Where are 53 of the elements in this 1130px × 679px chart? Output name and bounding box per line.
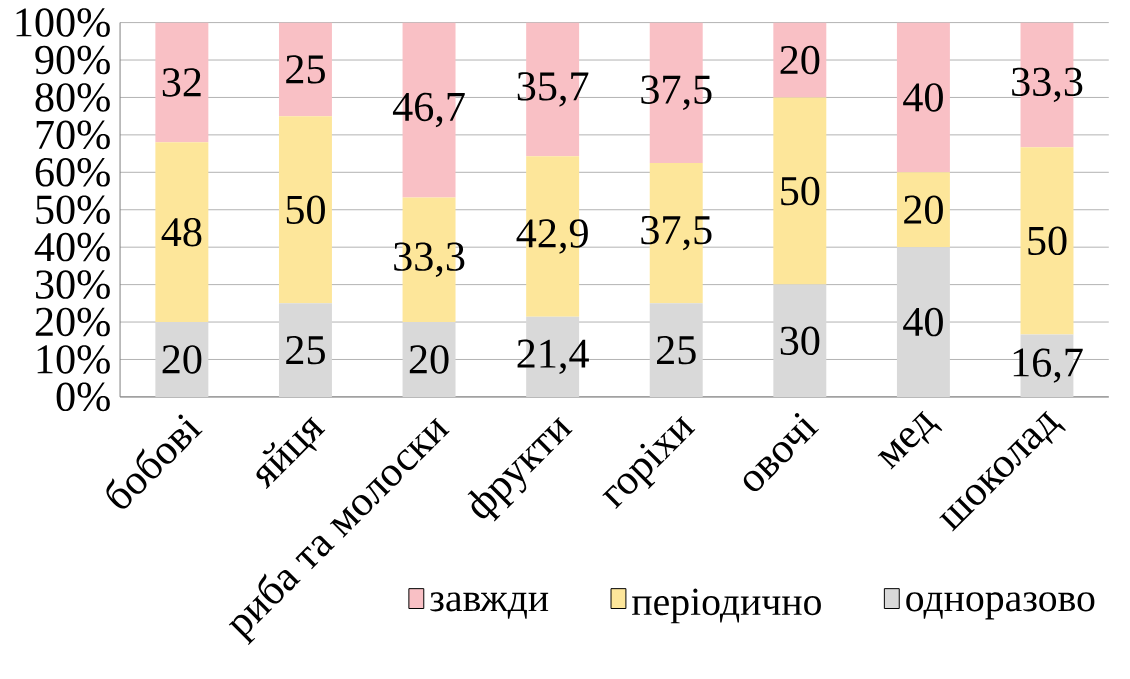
data-label: 25 <box>286 54 325 84</box>
data-label: 42,9 <box>516 219 588 254</box>
bar <box>896 172 950 247</box>
bar <box>155 142 209 322</box>
bar <box>896 246 950 397</box>
data-label: 40 <box>903 83 943 112</box>
data-label: 16,7 <box>1013 348 1083 383</box>
data-label: 40 <box>903 307 943 337</box>
data-label: 37,5 <box>641 75 712 110</box>
y-tick-label: 50% <box>36 195 110 224</box>
data-label: 20 <box>780 45 820 75</box>
data-label: 30 <box>780 326 820 355</box>
data-label: 50 <box>1028 226 1067 255</box>
data-label: 25 <box>286 335 325 365</box>
y-tick-label: 30% <box>35 270 110 299</box>
y-tick-label: 60% <box>35 157 110 187</box>
legend-label: завжди <box>430 592 549 619</box>
bar <box>773 22 827 98</box>
data-label: 25 <box>657 335 696 365</box>
y-tick-label: 0% <box>56 382 110 411</box>
bar <box>773 97 827 285</box>
data-label: 20 <box>409 345 449 374</box>
data-label: 20 <box>904 195 943 224</box>
legend-label: періодично <box>632 588 821 624</box>
bar <box>402 321 456 397</box>
y-tick-label: 70% <box>36 120 110 149</box>
bar <box>278 22 332 116</box>
y-tick-label: 10% <box>37 344 110 374</box>
data-label: 48 <box>161 217 202 247</box>
data-label: 50 <box>781 176 820 206</box>
data-label: 33,3 <box>1012 67 1083 102</box>
y-tick-label: 80% <box>35 82 110 112</box>
data-label: 46,7 <box>392 92 465 128</box>
bar <box>155 321 209 397</box>
y-tick-label: 40% <box>34 232 110 262</box>
data-label: 50 <box>286 195 325 224</box>
data-label: 33,3 <box>394 242 465 277</box>
data-label: 20 <box>162 345 202 374</box>
bar <box>155 22 209 143</box>
y-tick-label: 20% <box>35 307 110 337</box>
data-label: 32 <box>162 68 201 97</box>
bar <box>773 284 827 397</box>
bar <box>1020 147 1074 335</box>
legend-label: одноразово <box>906 592 1095 620</box>
data-label: 35,7 <box>517 71 589 107</box>
data-label: 37,5 <box>641 215 712 251</box>
bar <box>278 115 332 304</box>
bar <box>896 22 950 173</box>
data-label: 21,4 <box>517 339 589 374</box>
y-tick-label: 90% <box>35 45 110 75</box>
bar <box>649 303 703 397</box>
bar <box>278 303 332 397</box>
y-tick-label: 100% <box>16 8 110 37</box>
